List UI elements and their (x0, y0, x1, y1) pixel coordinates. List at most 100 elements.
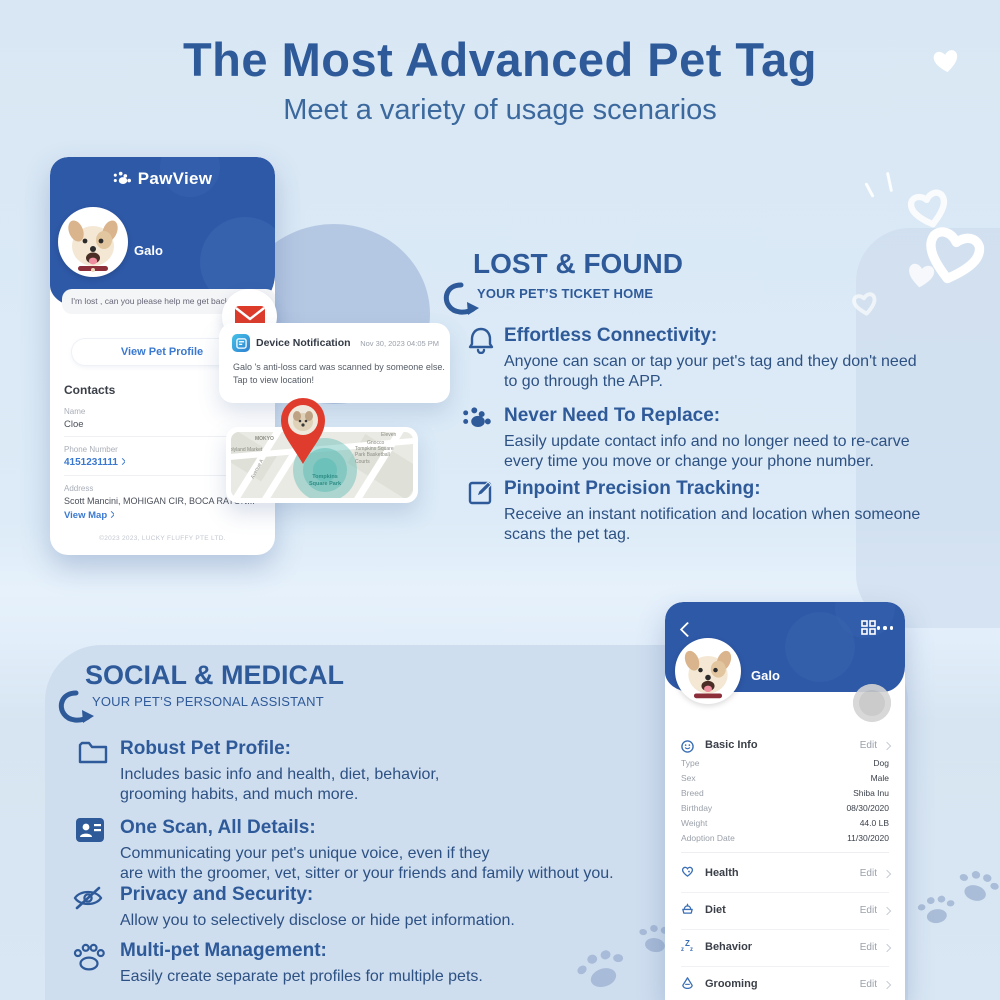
device-notification-card[interactable]: Device Notification Nov 30, 2023 04:05 P… (219, 323, 450, 403)
curved-arrow-icon (443, 282, 479, 315)
map-label: Tompkins Square Park Basketball Courts (355, 446, 394, 465)
divider (64, 475, 261, 476)
section-label: Health (705, 867, 739, 879)
diet-icon (682, 903, 693, 914)
feature-body: Anyone can scan or tap your pet's tag an… (504, 353, 917, 390)
paw-icon (73, 943, 105, 971)
info-label: Type (681, 758, 700, 768)
heart-outline-icon (852, 292, 877, 316)
heart-icon (909, 263, 935, 288)
health-icon (682, 866, 693, 877)
edit-link[interactable]: Edit (859, 979, 877, 990)
location-pin-icon[interactable] (278, 396, 328, 466)
map-card[interactable]: MOKYO holyland Market Avenue A Tompkins … (226, 427, 418, 503)
feature-body: Includes basic info and health, diet, be… (120, 766, 440, 803)
divider (64, 436, 261, 437)
sparkle-icon (864, 182, 875, 198)
pet-name: Galo (134, 243, 163, 258)
view-map-link[interactable]: View Map (64, 510, 115, 521)
diet-row[interactable]: Diet Edit (665, 893, 905, 930)
feature-title: Privacy and Security: (120, 884, 314, 905)
contact-field-label: Address (64, 484, 94, 493)
edit-link[interactable]: Edit (859, 868, 877, 879)
heart-icon (933, 50, 958, 73)
feature-title: Effortless Connectivity: (504, 325, 718, 346)
pet-name: Galo (751, 668, 780, 683)
feature-privacy-security: Privacy and Security: Allow you to selec… (72, 884, 632, 931)
divider (681, 929, 889, 930)
info-label: Breed (681, 788, 704, 798)
contact-field-label: Name (64, 407, 86, 416)
feature-body: Receive an instant notification and loca… (504, 506, 921, 543)
feature-title: Robust Pet Profile: (120, 738, 292, 759)
contact-card-icon (76, 818, 104, 842)
contact-field-value: Cloe (64, 419, 84, 430)
dog-photo (678, 641, 738, 701)
section-label: Behavior (705, 941, 753, 953)
notification-body: Galo 's anti-loss card was scanned by so… (233, 362, 445, 386)
bubble-decor (785, 612, 855, 682)
heart-outline-icon (907, 189, 948, 228)
phone-mockup-pet-profile: Galo Basic Info Edit Ty (665, 602, 905, 1000)
copyright-text: ©2023 2023, LUCKY FLUFFY PTE LTD. (99, 535, 226, 542)
behavior-icon: Zz z (681, 939, 693, 952)
contact-field-label: Phone Number (64, 445, 118, 454)
edit-square-icon (468, 481, 492, 505)
floating-button[interactable] (853, 684, 891, 722)
back-icon[interactable] (679, 621, 696, 638)
info-value: Dog (873, 758, 889, 768)
feature-robust-pet-profile: Robust Pet Profile: Includes basic info … (78, 738, 598, 804)
feature-title: Multi-pet Management: (120, 940, 327, 961)
page-subtitle: Meet a variety of usage scenarios (283, 94, 717, 126)
paw-print-icon (577, 950, 624, 988)
feature-body: Easily create separate pet profiles for … (120, 968, 483, 985)
notification-title: Device Notification (256, 337, 351, 349)
heart-outline-icon (926, 227, 985, 284)
svg-text:z: z (690, 947, 693, 952)
feature-never-need-replace: Never Need To Replace: Easily update con… (462, 405, 958, 471)
edit-link[interactable]: Edit (859, 740, 877, 751)
feature-body: Easily update contact info and no longer… (504, 433, 910, 470)
health-row[interactable]: Health Edit (665, 856, 905, 893)
edit-link[interactable]: Edit (859, 942, 877, 953)
lost-found-subtitle: YOUR PET’S TICKET HOME (477, 286, 654, 301)
contacts-heading: Contacts (64, 383, 116, 397)
grooming-icon (682, 977, 693, 989)
map-park-circle (313, 458, 337, 482)
chevron-right-icon (882, 906, 892, 916)
top-right-panel (856, 228, 1000, 628)
paw-logo-icon (463, 407, 491, 427)
social-medical-title: SOCIAL & MEDICAL (85, 660, 345, 690)
qr-code-icon[interactable] (861, 620, 876, 635)
map-label: MOKYO (255, 436, 274, 442)
contact-field-value: Scott Mancini, MOHIGAN CIR, BOCA RATON..… (64, 496, 255, 506)
envelope-icon (234, 305, 265, 328)
edit-link[interactable]: Edit (859, 905, 877, 916)
info-value: 11/30/2020 (847, 833, 889, 843)
info-label: Birthday (681, 803, 713, 813)
chevron-right-icon (882, 980, 892, 990)
grooming-row[interactable]: Grooming Edit (665, 967, 905, 1000)
map-label: holyland Market (231, 447, 263, 453)
basic-info-row[interactable]: Basic Info Edit (665, 728, 905, 753)
pet-avatar[interactable] (58, 207, 128, 277)
curved-arrow-icon (58, 690, 94, 723)
map: MOKYO holyland Market Avenue A Tompkins … (231, 432, 413, 498)
pet-avatar[interactable] (675, 638, 741, 704)
lost-found-title: LOST & FOUND (473, 248, 683, 279)
chevron-right-icon (118, 457, 125, 466)
dog-photo (62, 211, 124, 273)
folder-icon (78, 741, 108, 764)
feature-title: Never Need To Replace: (504, 405, 721, 426)
feature-one-scan-all-details: One Scan, All Details: Communicating you… (76, 817, 696, 883)
chevron-right-icon (882, 869, 892, 879)
sparkle-icon (885, 171, 894, 193)
section-label: Diet (705, 904, 726, 916)
phone-number-link[interactable]: 4151231111 (64, 457, 125, 468)
more-options-icon[interactable] (876, 626, 893, 630)
notification-timestamp: Nov 30, 2023 04:05 PM (360, 339, 439, 348)
app-name: PawView (137, 169, 213, 188)
chevron-right-icon (108, 510, 115, 519)
